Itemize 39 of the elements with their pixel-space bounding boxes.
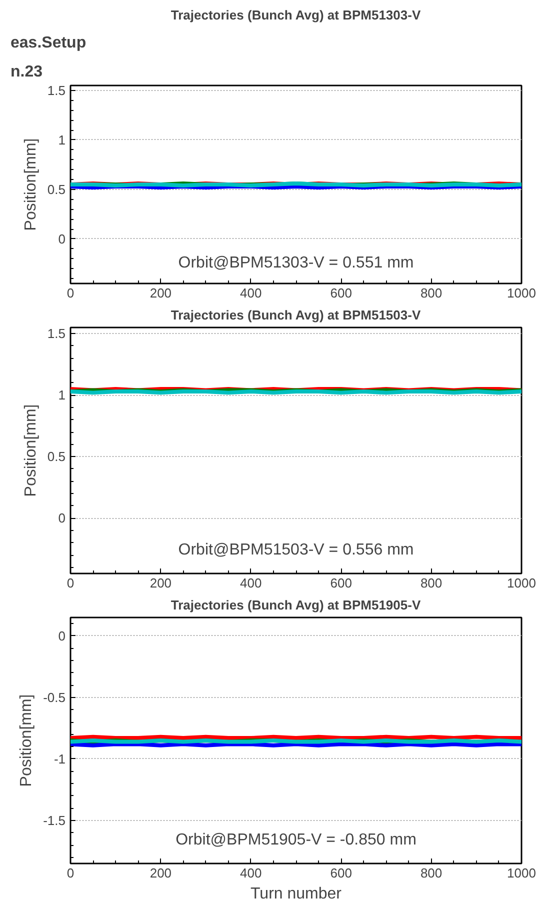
x-axis-title: Turn number xyxy=(250,886,342,902)
y-axis-title: Position[mm] xyxy=(22,404,40,497)
y-tick-label: 1 xyxy=(58,388,66,403)
y-tick-label: 1.5 xyxy=(47,82,66,98)
y-tick-label: -0.5 xyxy=(43,690,66,705)
x-tick-label: 800 xyxy=(420,286,442,300)
y-axis-title: Position[mm] xyxy=(22,138,40,231)
y-tick-label: 1 xyxy=(58,132,66,148)
x-tick-label: 800 xyxy=(420,866,442,880)
x-tick-label: 600 xyxy=(330,286,352,300)
y-axis-title: Position[mm] xyxy=(18,694,36,787)
x-tick-label: 600 xyxy=(330,576,352,590)
annotation: Orbit@BPM51503-V = 0.556 mm xyxy=(178,542,414,559)
x-tick-label: 200 xyxy=(150,286,172,300)
x-tick-label: 200 xyxy=(150,866,172,880)
y-tick-label: 0 xyxy=(58,510,66,526)
y-tick-label: -1.5 xyxy=(43,812,66,828)
chart-title: Trajectories (Bunch Avg) at BPM51303-V xyxy=(170,8,421,22)
x-tick-label: 1000 xyxy=(507,866,536,880)
x-tick-label: 600 xyxy=(330,866,352,880)
x-tick-label: 400 xyxy=(240,866,262,880)
y-tick-label: 0 xyxy=(58,231,66,246)
chart-title: Trajectories (Bunch Avg) at BPM51905-V xyxy=(170,598,421,612)
y-tick-label: 0.5 xyxy=(47,449,66,464)
chart-title: Trajectories (Bunch Avg) at BPM51503-V xyxy=(170,308,421,322)
y-tick-label: -1 xyxy=(54,751,66,766)
annotation: Orbit@BPM51905-V = -0.850 mm xyxy=(176,832,416,849)
annotation: Orbit@BPM51303-V = 0.551 mm xyxy=(178,254,414,272)
text: eas.Setup xyxy=(10,34,86,52)
x-tick-label: 400 xyxy=(240,286,262,300)
x-tick-label: 800 xyxy=(420,576,442,590)
x-tick-label: 400 xyxy=(240,576,262,590)
x-tick-label: 1000 xyxy=(507,286,536,300)
y-tick-label: 0 xyxy=(58,628,66,644)
x-tick-label: 200 xyxy=(150,576,172,590)
y-tick-label: 1.5 xyxy=(47,326,66,342)
text: n.23 xyxy=(10,64,43,80)
y-tick-label: 0.5 xyxy=(47,182,66,197)
x-tick-label: 1000 xyxy=(507,576,536,590)
